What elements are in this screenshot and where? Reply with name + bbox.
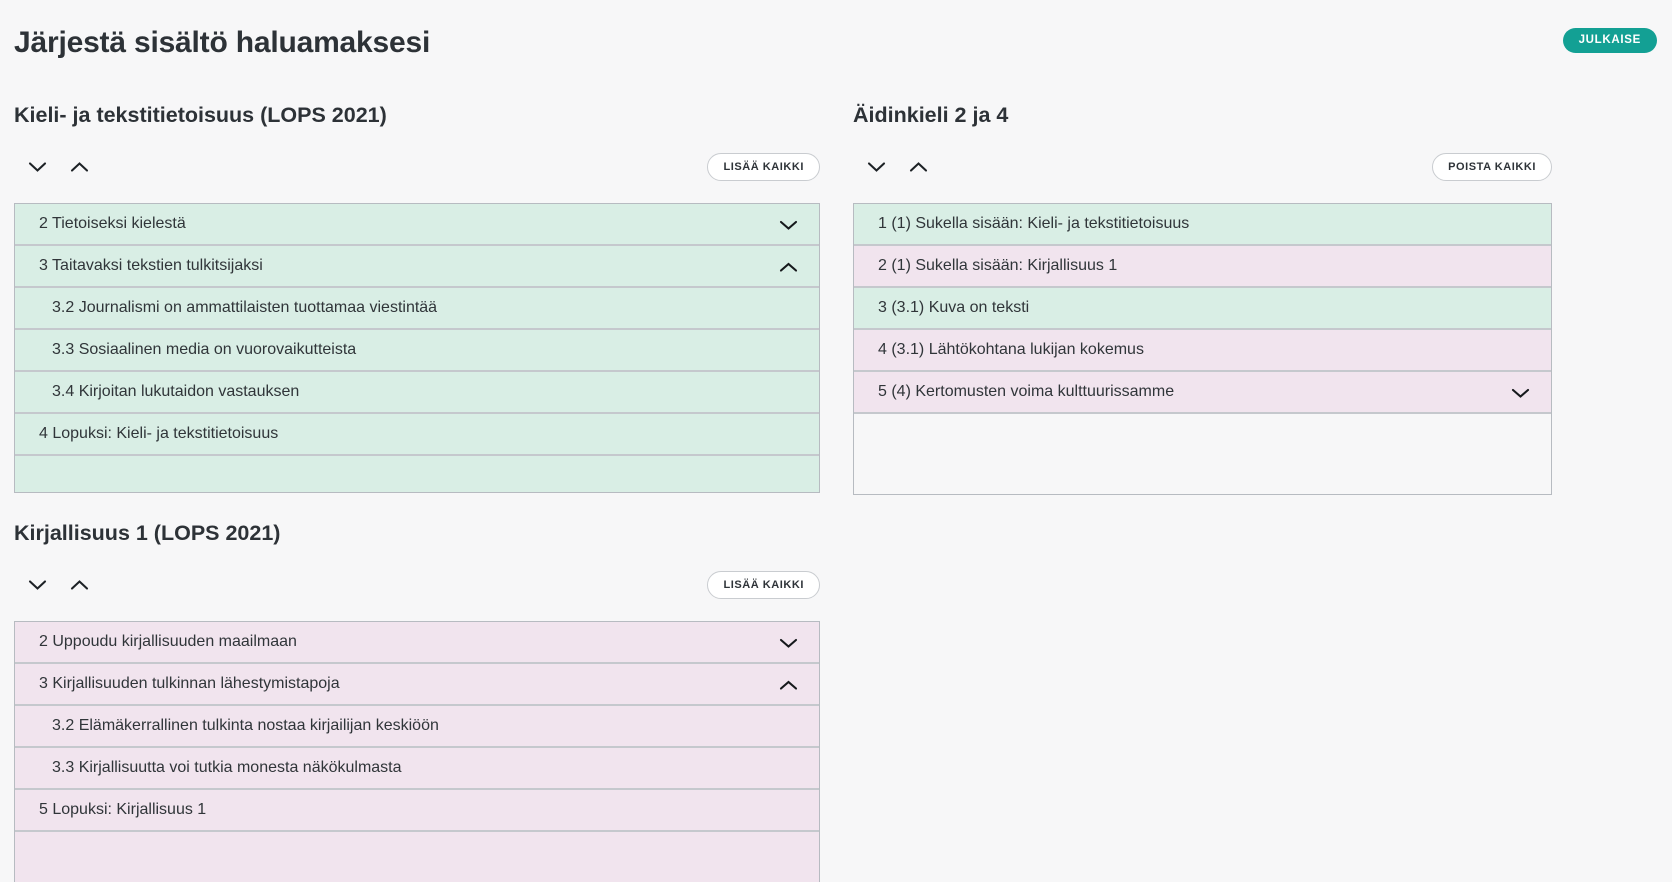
content-list: 2 Uppoudu kirjallisuuden maailmaan 3 Kirj…	[14, 621, 820, 882]
chevron-down-icon[interactable]	[1511, 388, 1530, 399]
list-item[interactable]: 3.3 Kirjallisuutta voi tutkia monesta nä…	[15, 748, 819, 790]
list-item[interactable]: 1 (1) Sukella sisään: Kieli- ja tekstiti…	[854, 204, 1551, 246]
section-heading: Äidinkieli 2 ja 4	[853, 103, 1009, 127]
list-item[interactable]: 5 (4) Kertomusten voima kulttuurissamme	[854, 372, 1551, 414]
list-item-label: 3.3 Sosiaalinen media on vuorovaikutteis…	[52, 341, 357, 358]
list-item-label: 3.3 Kirjallisuutta voi tutkia monesta nä…	[52, 759, 402, 776]
list-item-label: 4 Lopuksi: Kieli- ja tekstitietoisuus	[39, 425, 279, 442]
list-item[interactable]: 3 Kirjallisuuden tulkinnan lähestymistap…	[15, 664, 819, 706]
list-item-label: 3.2 Journalismi on ammattilaisten tuotta…	[52, 299, 438, 316]
chevron-down-icon[interactable]	[779, 220, 798, 231]
remove-all-button[interactable]: POISTA KAIKKI	[1432, 153, 1552, 181]
list-item[interactable]: 2 Tietoiseksi kielestä	[15, 204, 819, 246]
collapse-all-button[interactable]	[27, 577, 47, 593]
list-item-label: 1 (1) Sukella sisään: Kieli- ja tekstiti…	[878, 215, 1190, 232]
list-item[interactable]: 3.2 Elämäkerrallinen tulkinta nostaa kir…	[15, 706, 819, 748]
list-item-label: 4 (3.1) Lähtökohtana lukijan kokemus	[878, 341, 1144, 358]
list-item[interactable]: 4 Lopuksi: Kieli- ja tekstitietoisuus	[15, 414, 819, 456]
page-title: Järjestä sisältö haluamaksesi	[14, 26, 431, 59]
list-item-label: 2 (1) Sukella sisään: Kirjallisuus 1	[878, 257, 1118, 274]
expand-all-button[interactable]	[908, 159, 928, 175]
chevron-down-icon	[28, 580, 46, 590]
section-kieli-ja-tekstitietoisuus: Kieli- ja tekstitietoisuus (LOPS 2021) L…	[14, 101, 820, 493]
chevron-up-icon[interactable]	[779, 262, 798, 273]
list-item[interactable]: 4 (3.1) Lähtökohtana lukijan kokemus	[854, 330, 1551, 372]
section-controls: LISÄÄ KAIKKI	[14, 571, 820, 599]
list-item[interactable]: 3.4 Kirjoitan lukutaidon vastauksen	[15, 372, 819, 414]
collapse-all-button[interactable]	[866, 159, 886, 175]
section-kirjallisuus-1: Kirjallisuus 1 (LOPS 2021) LISÄÄ KAIKKI …	[14, 519, 820, 882]
list-item-label: 2 Uppoudu kirjallisuuden maailmaan	[39, 633, 297, 650]
section-controls: LISÄÄ KAIKKI	[14, 153, 820, 181]
section-heading: Kirjallisuus 1 (LOPS 2021)	[14, 521, 281, 545]
chevron-down-icon	[867, 162, 885, 172]
list-item-label: 3 (3.1) Kuva on teksti	[878, 299, 1030, 316]
target-column: Äidinkieli 2 ja 4 POISTA KAIKKI 1 (1) Su…	[853, 101, 1552, 882]
list-item-label: 3.2 Elämäkerrallinen tulkinta nostaa kir…	[52, 717, 439, 734]
list-item[interactable]: 3 Taitavaksi tekstien tulkitsijaksi	[15, 246, 819, 288]
list-item[interactable]: 3 (3.1) Kuva on teksti	[854, 288, 1551, 330]
content-list: 2 Tietoiseksi kielestä 3 Taitavaksi tekst…	[14, 203, 820, 493]
chevron-up-icon	[909, 162, 927, 172]
list-item-label: 5 (4) Kertomusten voima kulttuurissamme	[878, 383, 1175, 400]
list-item-label: 5 Lopuksi: Kirjallisuus 1	[39, 801, 207, 818]
list-item[interactable]: 2 Uppoudu kirjallisuuden maailmaan	[15, 622, 819, 664]
expand-all-button[interactable]	[69, 577, 89, 593]
list-item[interactable]: 3.2 Journalismi on ammattilaisten tuotta…	[15, 288, 819, 330]
add-all-button[interactable]: LISÄÄ KAIKKI	[707, 153, 820, 181]
list-drop-area[interactable]	[15, 832, 819, 882]
source-column: Kieli- ja tekstitietoisuus (LOPS 2021) L…	[14, 101, 820, 882]
chevron-up-icon	[70, 162, 88, 172]
section-aidinkieli-2-ja-4: Äidinkieli 2 ja 4 POISTA KAIKKI 1 (1) Su…	[853, 101, 1552, 495]
collapse-all-button[interactable]	[27, 159, 47, 175]
publish-button[interactable]: JULKAISE	[1562, 28, 1657, 53]
list-item[interactable]: 2 (1) Sukella sisään: Kirjallisuus 1	[854, 246, 1551, 288]
section-heading: Kieli- ja tekstitietoisuus (LOPS 2021)	[14, 103, 387, 127]
chevron-down-icon[interactable]	[779, 638, 798, 649]
chevron-down-icon	[28, 162, 46, 172]
page-header: Järjestä sisältö haluamaksesi JULKAISE	[14, 26, 1658, 67]
section-controls: POISTA KAIKKI	[853, 153, 1552, 181]
chevron-up-icon	[70, 580, 88, 590]
content-list: 1 (1) Sukella sisään: Kieli- ja tekstiti…	[853, 203, 1552, 495]
list-item[interactable]: 3.3 Sosiaalinen media on vuorovaikutteis…	[15, 330, 819, 372]
list-item-label: 2 Tietoiseksi kielestä	[39, 215, 186, 232]
list-item-label: 3.4 Kirjoitan lukutaidon vastauksen	[52, 383, 300, 400]
list-item-label: 3 Taitavaksi tekstien tulkitsijaksi	[39, 257, 263, 274]
list-drop-area[interactable]	[15, 456, 819, 492]
list-item-label: 3 Kirjallisuuden tulkinnan lähestymistap…	[39, 675, 340, 692]
columns: Kieli- ja tekstitietoisuus (LOPS 2021) L…	[14, 101, 1658, 882]
add-all-button[interactable]: LISÄÄ KAIKKI	[707, 571, 820, 599]
chevron-up-icon[interactable]	[779, 680, 798, 691]
expand-all-button[interactable]	[69, 159, 89, 175]
list-drop-area[interactable]	[854, 414, 1551, 494]
list-item[interactable]: 5 Lopuksi: Kirjallisuus 1	[15, 790, 819, 832]
